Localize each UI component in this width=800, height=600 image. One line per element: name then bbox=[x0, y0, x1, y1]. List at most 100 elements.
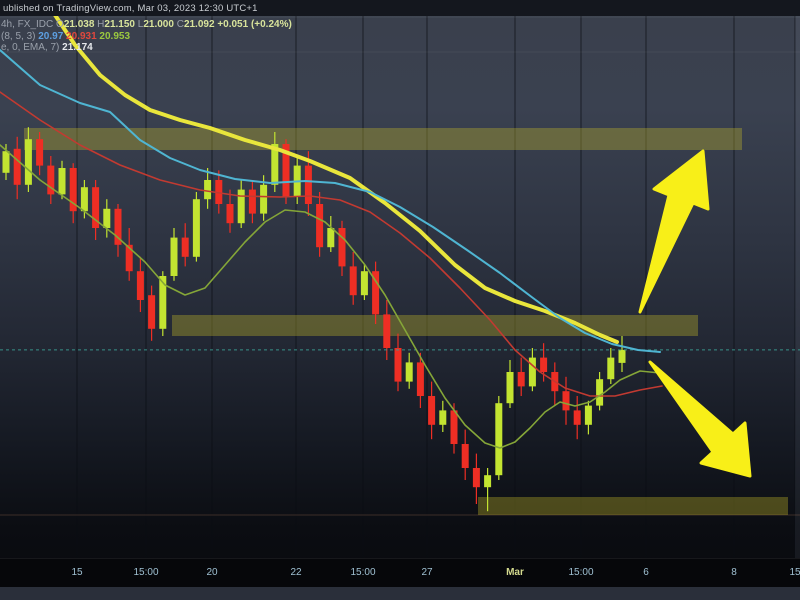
symbol-label: 4h, FX_IDC bbox=[1, 19, 54, 30]
publish-info-bar: ublished on TradingView.com, Mar 03, 202… bbox=[0, 0, 800, 16]
candle bbox=[349, 266, 357, 296]
time-axis-label: 27 bbox=[421, 567, 433, 578]
candle bbox=[439, 410, 447, 425]
indicator2-params: e, 0, EMA, 7) bbox=[1, 42, 60, 53]
time-axis[interactable]: 15 15:00 20 22 15:00 27 Mar 15:00 6 8 15 bbox=[0, 558, 800, 587]
ohlc-value: 21.000 bbox=[143, 19, 174, 30]
candle bbox=[13, 148, 21, 185]
candle bbox=[260, 184, 268, 214]
indicator1-value: 20.953 bbox=[96, 30, 131, 42]
supply-demand-zones bbox=[24, 128, 788, 515]
candle bbox=[24, 139, 32, 185]
candle bbox=[103, 208, 111, 228]
arrow-annotations bbox=[638, 149, 752, 478]
upper-supply-zone bbox=[24, 128, 742, 150]
ohlc-value: 21.150 bbox=[104, 19, 135, 30]
time-axis-label: 20 bbox=[206, 567, 218, 578]
price-change: +0.051 (+0.24%) bbox=[217, 19, 292, 30]
candle bbox=[215, 180, 223, 204]
candle bbox=[540, 357, 548, 372]
time-axis-label: 15 bbox=[71, 567, 83, 578]
candle bbox=[584, 405, 592, 425]
time-axis-label: 15 bbox=[789, 567, 800, 578]
time-axis-label: 22 bbox=[290, 567, 302, 578]
candle bbox=[159, 276, 167, 329]
candle bbox=[282, 144, 290, 197]
candle bbox=[618, 349, 626, 363]
candle bbox=[69, 168, 77, 212]
ohlc-key: O bbox=[56, 19, 64, 30]
time-axis-label: 15:00 bbox=[133, 567, 159, 578]
candle bbox=[92, 187, 100, 228]
candle bbox=[204, 180, 212, 200]
ma-red-line bbox=[0, 91, 663, 397]
candle bbox=[237, 189, 245, 224]
candlesticks bbox=[0, 127, 800, 512]
candle bbox=[58, 168, 66, 195]
ohlc-key: H bbox=[94, 19, 105, 30]
ohlc-value: 21.092 bbox=[183, 19, 215, 30]
candle bbox=[461, 444, 469, 468]
candle bbox=[517, 372, 525, 387]
candle bbox=[405, 362, 413, 382]
candle bbox=[607, 357, 615, 380]
bearish-scenario-arrow bbox=[648, 360, 752, 478]
time-axis-label: 8 bbox=[731, 567, 737, 578]
ohlc-value: 21.038 bbox=[63, 19, 95, 30]
ma-yellow-line bbox=[53, 13, 619, 344]
time-axis-label: 15:00 bbox=[568, 567, 594, 578]
legend-indicator1-row: (8, 5, 3) 20.97 20.931 20.953 bbox=[1, 31, 292, 43]
candle bbox=[170, 237, 178, 276]
candle bbox=[271, 144, 279, 185]
candle bbox=[136, 271, 144, 300]
indicator1-value: 20.931 bbox=[63, 30, 97, 42]
ohlc-values: O21.038 H21.150 L21.000 C21.092 bbox=[56, 19, 215, 30]
candle bbox=[596, 379, 604, 406]
indicator1-value: 20.97 bbox=[38, 30, 64, 42]
ma-cyan-line bbox=[0, 49, 661, 353]
lower-demand-zone bbox=[478, 497, 788, 515]
chart-legend[interactable]: 4h, FX_IDC O21.038 H21.150 L21.000 C21.0… bbox=[1, 19, 292, 54]
candle bbox=[506, 372, 514, 404]
candle bbox=[148, 295, 156, 329]
candle bbox=[428, 396, 436, 425]
candle bbox=[394, 348, 402, 382]
candle bbox=[360, 271, 368, 296]
footer-band bbox=[0, 586, 800, 600]
indicator2-value: 21.174 bbox=[62, 42, 93, 53]
time-axis-label: 6 bbox=[643, 567, 649, 578]
candle bbox=[2, 151, 10, 173]
candle bbox=[416, 362, 424, 396]
legend-indicator2-row: e, 0, EMA, 7) 21.174 bbox=[1, 42, 292, 54]
candle bbox=[226, 204, 234, 224]
bullish-scenario-arrow bbox=[638, 149, 710, 314]
candle bbox=[450, 410, 458, 444]
ohlc-key: L bbox=[135, 19, 144, 30]
middle-supply-zone bbox=[172, 315, 698, 336]
ma-green-line bbox=[0, 144, 661, 449]
time-axis-month-label: Mar bbox=[506, 567, 524, 578]
candle bbox=[528, 357, 536, 387]
candle bbox=[47, 165, 55, 195]
candle bbox=[573, 410, 581, 425]
indicator1-params: (8, 5, 3) bbox=[1, 30, 36, 42]
candle bbox=[36, 139, 44, 166]
candle bbox=[495, 403, 503, 476]
candle bbox=[181, 237, 189, 257]
candle bbox=[327, 228, 335, 248]
candle bbox=[114, 208, 122, 245]
ohlc-key: C bbox=[173, 19, 184, 30]
candle bbox=[248, 189, 256, 214]
publish-info-text: ublished on TradingView.com, Mar 03, 202… bbox=[3, 2, 258, 14]
indicator1-values: 20.97 20.931 20.953 bbox=[38, 31, 130, 42]
candle bbox=[80, 187, 88, 212]
legend-symbol-row: 4h, FX_IDC O21.038 H21.150 L21.000 C21.0… bbox=[1, 19, 292, 31]
candle bbox=[562, 391, 570, 411]
candle bbox=[484, 475, 492, 488]
candle bbox=[472, 468, 480, 488]
candle bbox=[316, 204, 324, 248]
time-axis-label: 15:00 bbox=[350, 567, 376, 578]
candle bbox=[372, 271, 380, 315]
